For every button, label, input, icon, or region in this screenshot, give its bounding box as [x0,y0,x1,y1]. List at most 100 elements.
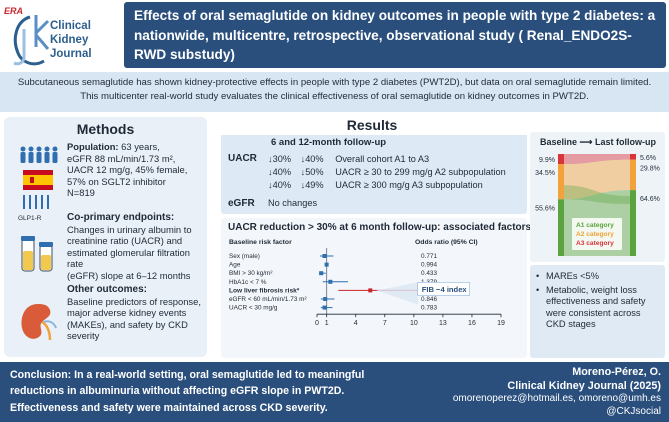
sankey-legend-entry: A2 category [576,231,614,238]
forest-x-tick-label: 0 [315,320,319,327]
citation: Moreno-Pérez, O. Clinical Kidney Journal… [453,366,661,419]
uacr-row: ↓40% ↓49% UACR ≥ 300 mg/g A3 subpopulation [268,180,483,190]
fib4-annotation: FIB −4 index [422,285,468,294]
sankey-baseline-label: 34.5% [535,170,555,177]
intro-text: Subcutaneous semaglutide has shown kidne… [0,72,669,112]
sankey-followup-label: 29.8% [640,166,660,173]
forest-column-header: Baseline risk factor [229,239,292,246]
sankey-flow [564,154,630,165]
population-section: Population: 63 years, eGFR 88 mL/min/1.7… [67,141,188,199]
glp1r-label: GLP1-R [18,215,42,222]
spain-flag-icon [23,170,53,190]
forest-column-header: Odds ratio (95% CI) [415,239,478,246]
conclusion-text: Conclusion: In a real-world setting, ora… [10,369,365,414]
urine-sample-icon [21,236,53,272]
sankey-followup-label: 64.6% [640,196,660,203]
sankey-node-baseline [558,164,564,200]
sankey-title: Baseline ⟶ Last follow-up [540,137,656,147]
key-findings: MAREs <5% Metabolic, weight loss effecti… [530,265,665,358]
followup-title: 6 and 12-month follow-up [221,135,527,150]
right-arrow-icon: ⟶ [579,137,593,147]
forest-x-tick-label: 10 [410,320,418,327]
sankey-node-baseline [558,199,564,256]
forest-or-label: 0.771 [421,253,437,260]
coprimary-label: Co-primary endpoints: [67,212,175,223]
footer: Conclusion: In a real-world setting, ora… [0,362,669,422]
title-banner: Effects of oral semaglutide on kidney ou… [124,2,666,68]
forest-x-tick-label: 1 [325,320,329,327]
results-title: Results [346,117,398,133]
journal-name: Clinical Kidney Journal [50,20,92,60]
fib4-callout-box [417,282,471,296]
sankey-node-followup [630,190,636,256]
forest-or-label: 0.783 [421,305,437,312]
methods-title: Methods [76,121,135,137]
sankey-baseline-label: 9.9% [539,157,555,164]
forest-x-tick-label: 19 [497,320,505,327]
forest-point [328,279,333,284]
uacr-label: UACR [228,153,257,164]
forest-point [319,271,324,276]
forest-factor-label: BMI > 30 kg/m² [229,270,273,277]
sankey-legend-box [572,218,622,250]
down-arrow-icon: ↓ [268,154,273,164]
sankey-chart: 9.9% 5.6% 34.5% 29.8% 55.6% 64.6% A1 category A… [535,154,660,256]
methods-panel: Methods GLP1-R Popul [4,117,207,357]
sankey-flow [564,185,630,205]
forest-point [324,262,329,267]
sankey-baseline-label: 55.6% [535,205,555,212]
ckj-logo-icon [13,15,50,66]
forest-point [323,297,328,301]
coprimary-section: Co-primary endpoints: Changes in urinary… [67,212,207,282]
journal-citation: Clinical Kidney Journal (2025) [507,379,661,392]
header: ERA Clinical Kidney Journal Effects of o… [0,0,669,72]
sankey-legend-entry: A1 category [576,222,614,229]
sankey-node-followup [630,154,636,160]
forest-plot: Baseline risk factor Odds ratio (95% CI) S… [229,239,505,327]
other-label: Other outcomes: [67,284,148,295]
forest-or-label: 0.433 [421,270,437,277]
forest-point [368,288,373,293]
down-arrow-icon: ↓ [300,154,306,164]
population-label: Population: [67,141,119,152]
forest-factor-label: Low liver fibrosis risk* [229,287,300,294]
forest-factor-label: HbA1c < 7 % [229,279,267,286]
forest-factor-label: UACR < 30 mg/g [229,305,278,312]
author: Moreno-Pérez, O. [572,366,661,378]
page-title: Effects of oral semaglutide on kidney ou… [134,8,656,62]
sankey-followup-label: 5.6% [640,155,656,162]
forest-point [322,254,327,258]
forest-factor-label: Sex (male) [229,253,260,260]
forest-point [322,305,327,310]
journal-logo: ERA Clinical Kidney Journal [4,3,114,69]
forest-or-label: 0.846 [421,296,437,303]
forest-factor-label: Age [229,262,241,269]
down-arrow-icon: ↓ [268,180,273,190]
forest-or-label: 0.994 [421,262,437,269]
forest-plot-panel [221,218,527,358]
sankey-node-followup [630,159,636,191]
forest-x-tick-label: 7 [383,320,387,327]
email-links[interactable]: omorenoperez@hotmail.es, omoreno@umh.es [452,393,661,404]
people-icon [20,146,58,163]
forest-x-tick-label: 4 [354,320,358,327]
list-item: MAREs <5% [536,271,659,283]
list-item: Metabolic, weight loss effectiveness and… [536,285,659,331]
forest-x-tick-label: 16 [468,320,476,327]
fib4-callout-shape [376,282,418,305]
era-logo-text: ERA [4,6,24,16]
egfr-label: eGFR [228,198,255,209]
sankey-node-baseline [558,154,564,165]
kidney-icon [21,304,57,341]
forest-x-tick-label: 13 [439,320,447,327]
forest-factor-label: eGFR < 60 mL/min/1.73 m² [229,296,307,303]
forest-title: UACR reduction > 30% at 6 month follow-u… [228,222,532,233]
egfr-text: No changes [268,198,318,208]
uacr-row: ↓40% ↓50% UACR ≥ 30 to 299 mg/g A2 subpopu… [268,167,506,177]
other-outcomes-section: Other outcomes: Baseline predictors of r… [67,284,201,342]
sankey-legend-entry: A3 category [576,240,614,247]
uacr-row: ↓30% ↓40% Overall cohort A1 to A3 [268,154,430,164]
down-arrow-icon: ↓ [300,167,306,177]
social-handle[interactable]: @CKJsocial [606,405,661,417]
sankey-flow [564,159,630,200]
